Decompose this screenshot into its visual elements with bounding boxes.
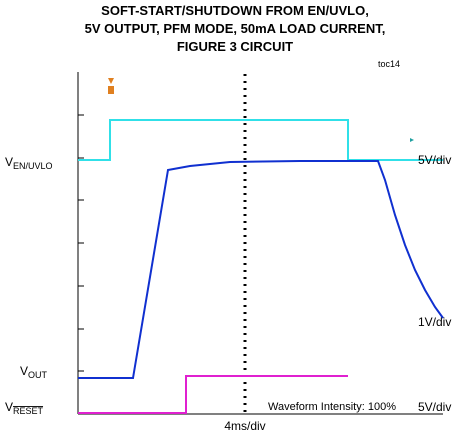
time-scale: 4ms/div [224, 419, 265, 433]
label-part: OUT [28, 370, 48, 380]
vout-scale: 1V/div [418, 315, 451, 329]
title-line: 5V OUTPUT, PFM MODE, 50mA LOAD CURRENT, [85, 21, 386, 36]
reset-label: VRESET [5, 400, 44, 416]
label-part: V [5, 155, 13, 169]
title-line: SOFT-START/SHUTDOWN FROM EN/UVLO, [101, 3, 369, 18]
label-part: V [5, 400, 13, 414]
trigger-marker [108, 78, 114, 94]
label-part: RESET [13, 406, 44, 416]
intensity-label: Waveform Intensity: 100% [268, 401, 396, 413]
en-uvlo-scale: 5V/div [418, 153, 451, 167]
channel-marker [410, 138, 414, 142]
en-uvlo-trace [78, 119, 443, 161]
reset-trace [78, 375, 348, 414]
title-line: FIGURE 3 CIRCUIT [177, 39, 293, 54]
vout-trace [78, 160, 444, 379]
label-part: V [20, 364, 28, 378]
label-part: EN/UVLO [13, 161, 53, 171]
vout-label: VOUT [20, 364, 48, 380]
figure-id: toc14 [378, 59, 400, 69]
reset-scale: 5V/div [418, 400, 451, 414]
en-uvlo-label: VEN/UVLO [5, 155, 53, 171]
left-ticks [78, 114, 84, 372]
grid-frame [77, 72, 443, 415]
